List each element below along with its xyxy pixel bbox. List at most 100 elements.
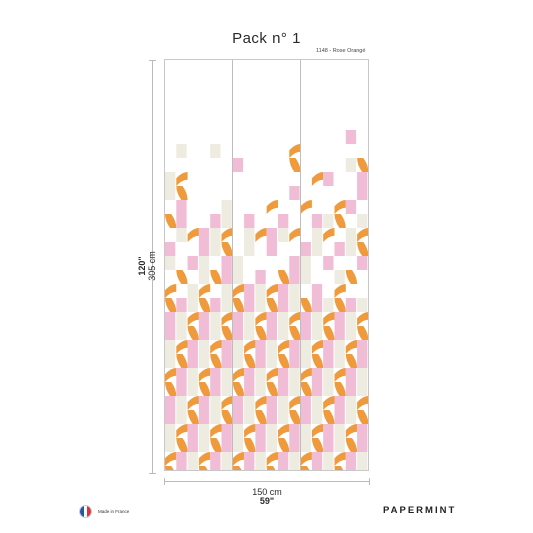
pattern-orange-wave (357, 312, 368, 326)
pattern-cream-tile (289, 452, 300, 466)
pattern-pink-tile (300, 326, 311, 340)
pattern-pink-tile (221, 354, 232, 368)
pattern-cream-tile (198, 256, 210, 270)
pattern-orange-wave (198, 466, 208, 470)
pattern-orange-wave (300, 382, 312, 396)
pattern-orange-wave (334, 466, 344, 470)
pattern-orange-wave (300, 466, 310, 470)
pattern-cream-tile (357, 214, 368, 228)
pattern-orange-wave (300, 452, 312, 466)
pattern-cream-tile (244, 396, 255, 410)
pattern-cream-tile (345, 326, 357, 340)
pattern-cream-tile (289, 284, 300, 298)
pattern-cream-tile (345, 228, 357, 242)
pattern-orange-wave (176, 424, 188, 438)
height-inches: 120" (137, 256, 147, 276)
pattern-pink-tile (232, 410, 244, 424)
pattern-pink-tile (323, 354, 334, 368)
pattern-cream-tile (311, 410, 323, 424)
pattern-cream-tile (176, 312, 187, 326)
pattern-cream-tile (176, 228, 187, 242)
pattern-cream-tile (221, 382, 232, 396)
pattern-orange-wave (187, 410, 199, 424)
wallpaper-pattern (165, 130, 368, 470)
pattern-cream-tile (165, 424, 176, 438)
brand-logo: PAPERMINT (383, 505, 457, 516)
pattern-cream-tile (187, 298, 198, 312)
pattern-orange-wave (357, 326, 368, 340)
pattern-orange-wave (176, 354, 188, 368)
pattern-pink-tile (278, 368, 289, 382)
pattern-orange-wave (334, 200, 346, 214)
pattern-pink-tile (278, 214, 289, 228)
pattern-orange-wave (345, 424, 358, 438)
pattern-pink-tile (244, 298, 255, 312)
pattern-orange-wave (255, 396, 267, 410)
pattern-cream-tile (311, 242, 323, 256)
pattern-orange-wave (334, 368, 346, 382)
pattern-cream-tile (266, 438, 277, 452)
reference-label: 1148 - Rose Orangé (316, 48, 366, 54)
pattern-pink-tile (176, 466, 187, 470)
pattern-cream-tile (345, 396, 357, 410)
pattern-pink-tile (334, 396, 345, 410)
pattern-pink-tile (323, 340, 334, 354)
pattern-cream-tile (210, 396, 221, 410)
pattern-pink-tile (187, 424, 198, 438)
pattern-cream-tile (334, 354, 345, 368)
pattern-orange-wave (198, 368, 211, 382)
pattern-orange-wave (176, 340, 188, 354)
pattern-orange-wave (300, 200, 312, 214)
pattern-pink-tile (165, 312, 176, 326)
pattern-pink-tile (187, 438, 198, 452)
pattern-pink-tile (345, 200, 357, 214)
pattern-cream-tile (232, 270, 244, 284)
pattern-orange-wave (311, 354, 324, 368)
pattern-pink-tile (198, 396, 210, 410)
pattern-cream-tile (232, 424, 244, 438)
pattern-pink-tile (266, 410, 277, 424)
pattern-pink-tile (165, 410, 176, 424)
pattern-pink-tile (176, 452, 187, 466)
pattern-pink-tile (176, 368, 187, 382)
pattern-pink-tile (357, 354, 368, 368)
pattern-orange-wave (311, 438, 324, 452)
pattern-orange-wave (176, 172, 188, 186)
pattern-pink-tile (345, 382, 357, 396)
pattern-orange-wave (334, 214, 346, 228)
pattern-pink-tile (345, 368, 357, 382)
pattern-orange-wave (334, 382, 346, 396)
pattern-cream-tile (300, 438, 311, 452)
pattern-pink-tile (198, 326, 210, 340)
pattern-cream-tile (244, 326, 255, 340)
pattern-pink-tile (289, 438, 300, 452)
pattern-cream-tile (221, 298, 232, 312)
pattern-orange-wave (232, 452, 245, 466)
pattern-pink-tile (278, 298, 289, 312)
pattern-orange-wave (357, 410, 368, 424)
pattern-cream-tile (198, 270, 210, 284)
pattern-orange-wave (198, 284, 211, 298)
pattern-orange-wave (300, 368, 312, 382)
pattern-orange-wave (278, 354, 290, 368)
pattern-cream-tile (244, 312, 255, 326)
pattern-orange-wave (278, 270, 290, 284)
pattern-cream-tile (266, 354, 277, 368)
pattern-pink-tile (210, 368, 221, 382)
pattern-orange-wave (311, 340, 324, 354)
pattern-cream-tile (210, 242, 221, 256)
pattern-pink-tile (198, 242, 210, 256)
pattern-orange-wave (345, 438, 358, 452)
pattern-pink-tile (221, 340, 232, 354)
pattern-orange-wave (232, 466, 242, 470)
pattern-orange-wave (244, 354, 256, 368)
panel-seam-2 (300, 60, 301, 470)
pattern-cream-tile (357, 298, 368, 312)
pattern-orange-wave (221, 228, 233, 242)
pattern-cream-tile (278, 312, 289, 326)
made-in-france-badge: Made in France (79, 505, 129, 518)
pattern-orange-wave (289, 144, 301, 158)
pattern-orange-wave (165, 466, 174, 470)
pattern-cream-tile (210, 228, 221, 242)
pattern-pink-tile (357, 256, 368, 270)
